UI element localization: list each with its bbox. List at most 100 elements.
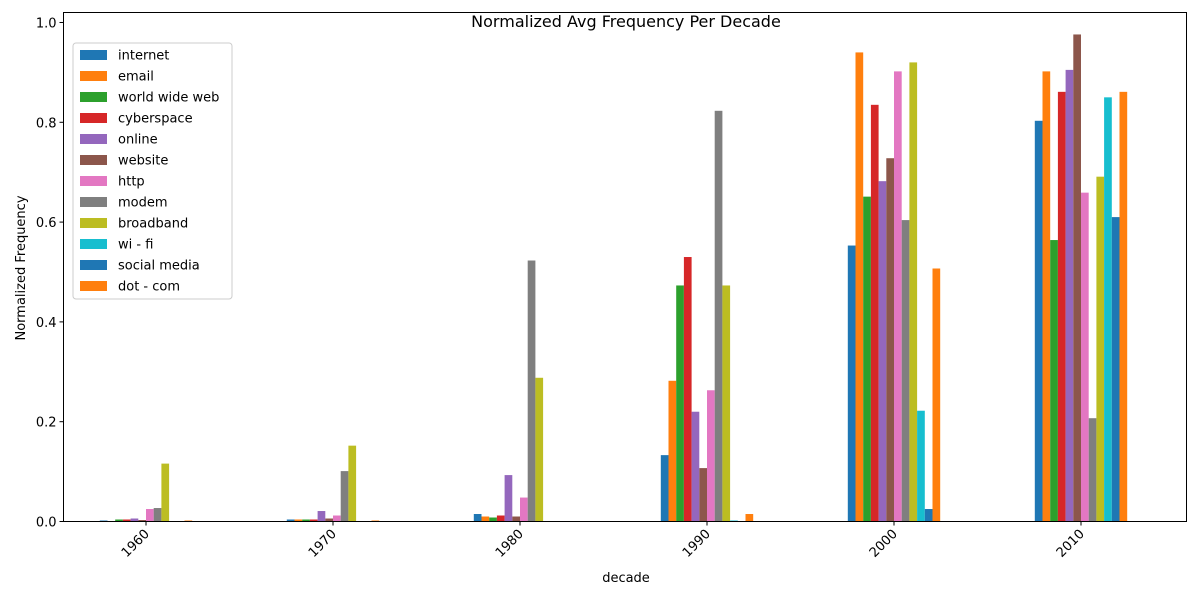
- bar-dot-com-1990: [745, 514, 754, 522]
- y-axis: 0.0 0.2 0.4 0.6 0.8 1.0: [36, 16, 64, 531]
- bar-email-1970: [294, 519, 303, 522]
- bar-cyberspace-1990: [683, 257, 692, 522]
- bar-internet-1970: [286, 519, 295, 522]
- bar-http-2000: [894, 71, 902, 522]
- y-tick-label: 1.0: [36, 16, 57, 31]
- bar-http-2010: [1081, 192, 1089, 522]
- legend-label: dot - com: [118, 280, 180, 295]
- x-tick-label: 2000: [867, 527, 901, 561]
- bar-world-wide-web-1970: [302, 519, 310, 522]
- bar-broadband-2000: [909, 62, 918, 522]
- legend-swatch: [80, 50, 107, 60]
- bar-website-2000: [886, 158, 894, 522]
- legend-swatch: [80, 239, 107, 249]
- bar-broadband-1990: [722, 285, 731, 522]
- bar-cyberspace-2010: [1057, 91, 1066, 522]
- x-tick-label: 1990: [680, 527, 714, 561]
- bar-modem-2010: [1088, 418, 1097, 522]
- bar-social-media-2000: [924, 509, 933, 522]
- bar-cyberspace-1970: [309, 519, 318, 522]
- bar-http-1960: [146, 509, 154, 522]
- bar-modem-2000: [901, 220, 910, 522]
- legend-label: http: [118, 175, 145, 190]
- y-tick-label: 0.8: [36, 116, 57, 131]
- y-tick-label: 0.6: [36, 216, 57, 231]
- bar-world-wide-web-2000: [863, 196, 871, 522]
- x-tick-label: 1960: [119, 527, 153, 561]
- x-tick-label: 1970: [306, 527, 340, 561]
- bar-website-1970: [325, 518, 333, 522]
- bar-cyberspace-1960: [122, 519, 131, 522]
- legend-swatch: [80, 218, 107, 228]
- bar-email-1990: [668, 380, 677, 522]
- bar-website-1990: [699, 468, 707, 522]
- y-tick-label: 0.2: [36, 416, 57, 431]
- legend-label: online: [118, 133, 158, 148]
- legend-swatch: [80, 134, 107, 144]
- bar-online-1990: [691, 411, 700, 522]
- bars-group: [99, 34, 1128, 522]
- bar-broadband-2010: [1096, 176, 1105, 522]
- legend-swatch: [80, 113, 107, 123]
- bar-online-1980: [504, 475, 513, 522]
- y-tick-label: 0.0: [36, 516, 57, 531]
- legend-swatch: [80, 197, 107, 207]
- bar-internet-2010: [1034, 120, 1043, 522]
- bar-world-wide-web-2010: [1050, 240, 1058, 522]
- bar-broadband-1960: [161, 463, 170, 522]
- bar-website-2010: [1073, 34, 1081, 522]
- legend-swatch: [80, 71, 107, 81]
- bar-wi-fi-2000: [917, 410, 925, 522]
- bar-email-2000: [855, 52, 864, 522]
- bar-wi-fi-2010: [1104, 97, 1112, 522]
- bar-modem-1980: [527, 260, 536, 522]
- bar-online-2000: [878, 181, 887, 522]
- bar-internet-1980: [473, 514, 482, 522]
- legend-swatch: [80, 176, 107, 186]
- bar-website-1980: [512, 516, 520, 522]
- legend-swatch: [80, 155, 107, 165]
- plot-frame: [63, 12, 1187, 522]
- bar-http-1970: [333, 515, 341, 522]
- bar-social-media-2010: [1111, 217, 1120, 522]
- x-axis-title: decade: [602, 571, 650, 586]
- legend-swatch: [80, 260, 107, 270]
- x-tick-label: 1980: [493, 527, 527, 561]
- legend-swatch: [80, 92, 107, 102]
- x-axis: 1960 1970 1980 1990 2000 2010: [119, 521, 1088, 561]
- bar-modem-1960: [153, 508, 162, 522]
- legend-label: cyberspace: [118, 112, 193, 127]
- bar-website-1960: [138, 520, 146, 522]
- bar-email-1980: [481, 516, 490, 522]
- bar-world-wide-web-1990: [676, 285, 684, 522]
- legend-label: website: [118, 154, 168, 169]
- bar-dot-com-2000: [932, 268, 941, 522]
- bar-modem-1990: [714, 110, 723, 522]
- bar-cyberspace-1980: [496, 515, 505, 522]
- bar-broadband-1970: [348, 445, 357, 522]
- legend-label: broadband: [118, 217, 188, 232]
- legend-label: internet: [118, 49, 169, 64]
- bar-email-2010: [1042, 71, 1051, 522]
- bar-internet-1990: [660, 455, 669, 522]
- legend-swatch: [80, 281, 107, 291]
- bar-http-1990: [707, 390, 715, 522]
- legend-label: modem: [118, 196, 168, 211]
- bar-world-wide-web-1980: [489, 517, 497, 522]
- bar-http-1980: [520, 497, 528, 522]
- legend-box: [72, 42, 233, 300]
- legend-label: world wide web: [118, 91, 219, 106]
- bar-dot-com-2010: [1119, 91, 1128, 522]
- bar-internet-2000: [847, 245, 856, 522]
- legend-label: email: [118, 70, 154, 85]
- bar-cyberspace-2000: [870, 104, 879, 522]
- bar-online-2010: [1065, 69, 1074, 522]
- x-tick-label: 2010: [1054, 527, 1088, 561]
- y-axis-title: Normalized Frequency: [14, 195, 29, 340]
- bar-online-1970: [317, 511, 326, 522]
- chart-title: Normalized Avg Frequency Per Decade: [471, 12, 781, 31]
- bar-world-wide-web-1960: [115, 519, 123, 522]
- legend-label: wi - fi: [118, 238, 153, 253]
- bar-modem-1970: [340, 471, 349, 522]
